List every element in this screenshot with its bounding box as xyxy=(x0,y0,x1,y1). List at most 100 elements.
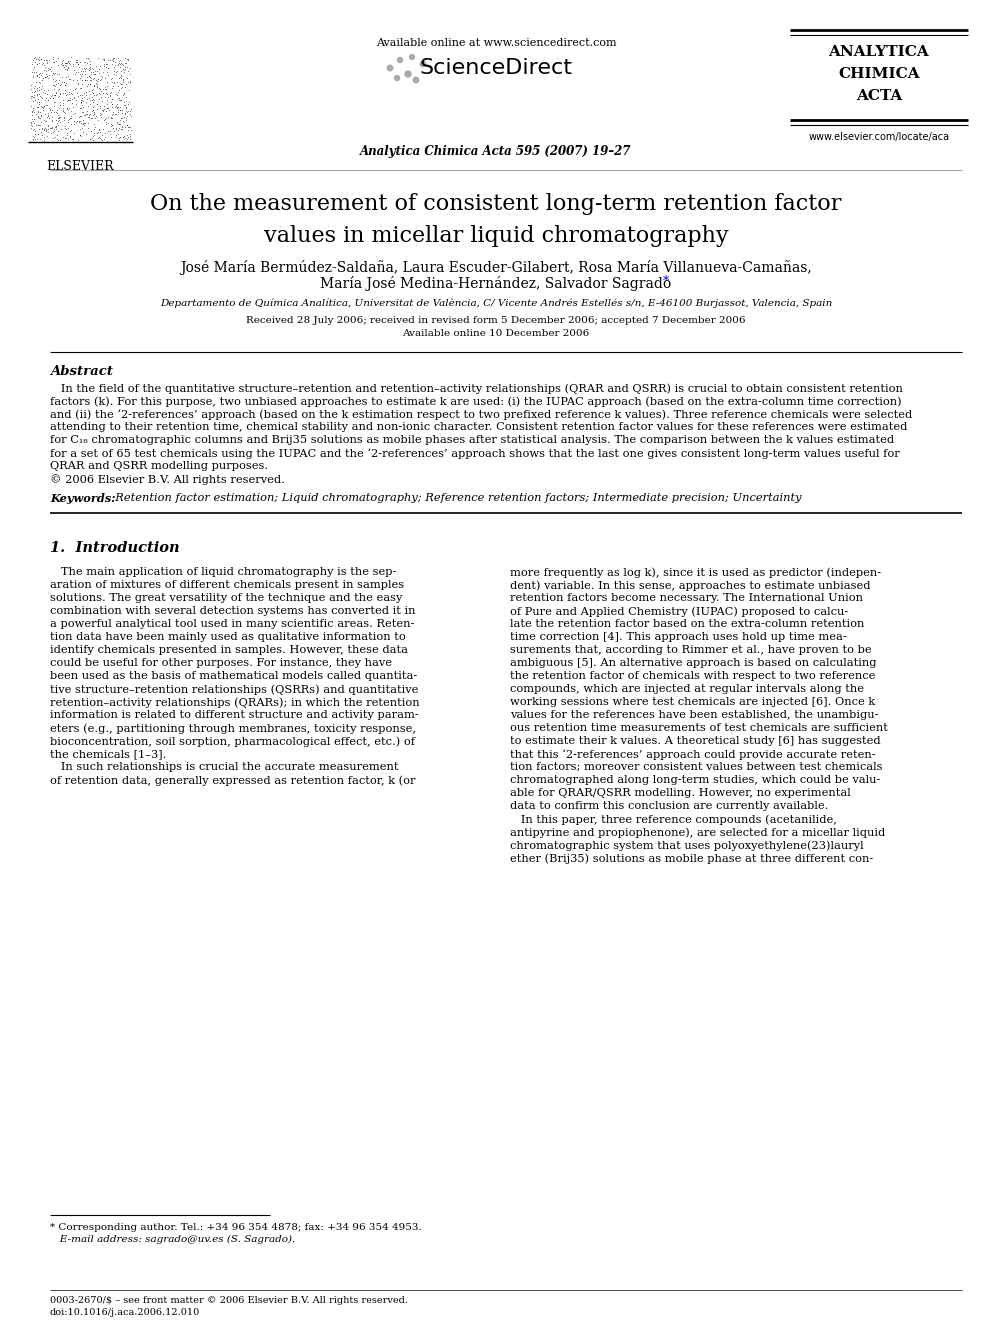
Point xyxy=(49,69,64,90)
Point xyxy=(65,53,81,74)
Point xyxy=(45,106,61,127)
Point xyxy=(99,83,115,105)
Point xyxy=(32,93,48,114)
Point xyxy=(88,56,104,77)
Point xyxy=(77,52,93,73)
Point xyxy=(92,95,108,116)
Text: that this ‘2-references’ approach could provide accurate reten-: that this ‘2-references’ approach could … xyxy=(510,749,876,759)
Bar xyxy=(28,56,133,149)
Point xyxy=(76,82,92,103)
Point xyxy=(56,93,71,114)
Text: for C₁₈ chromatographic columns and Brij35 solutions as mobile phases after stat: for C₁₈ chromatographic columns and Brij… xyxy=(50,435,894,445)
Point xyxy=(51,48,66,69)
Point xyxy=(50,64,65,85)
Point xyxy=(25,119,41,140)
Point xyxy=(117,103,133,124)
Text: doi:10.1016/j.aca.2006.12.010: doi:10.1016/j.aca.2006.12.010 xyxy=(50,1308,200,1316)
Point xyxy=(115,71,131,93)
Point xyxy=(85,95,101,116)
Point xyxy=(66,110,82,131)
Point xyxy=(85,97,101,118)
Point xyxy=(117,52,133,73)
Point xyxy=(60,83,75,105)
Text: eters (e.g., partitioning through membranes, toxicity response,: eters (e.g., partitioning through membra… xyxy=(50,722,416,733)
Point xyxy=(115,85,131,106)
Point xyxy=(122,101,138,122)
Point xyxy=(58,66,73,87)
Point xyxy=(100,98,116,119)
Point xyxy=(63,46,79,67)
Point xyxy=(29,83,45,105)
Point xyxy=(87,64,103,85)
Point xyxy=(94,66,110,87)
Point xyxy=(114,102,130,123)
Point xyxy=(86,101,102,122)
Point xyxy=(30,102,46,123)
Point xyxy=(115,111,131,132)
Point xyxy=(113,78,129,99)
Point xyxy=(119,67,135,89)
Point xyxy=(107,97,123,118)
Point xyxy=(48,116,63,138)
Point xyxy=(46,62,62,83)
Point xyxy=(105,102,121,123)
Point xyxy=(85,126,101,147)
Point xyxy=(62,89,77,110)
Point xyxy=(82,50,98,71)
Point xyxy=(29,65,45,86)
Point xyxy=(79,52,95,73)
Point xyxy=(76,105,92,126)
Point xyxy=(118,107,134,128)
Point xyxy=(62,126,77,147)
Point xyxy=(119,128,135,149)
Circle shape xyxy=(414,77,419,83)
Point xyxy=(46,74,62,95)
Point xyxy=(30,106,46,127)
Point xyxy=(29,53,45,74)
Point xyxy=(34,97,50,118)
Point xyxy=(25,126,41,147)
Point xyxy=(32,66,48,87)
Point xyxy=(68,111,84,132)
Point xyxy=(86,83,102,105)
Point xyxy=(111,114,127,135)
Point xyxy=(99,71,115,93)
Point xyxy=(68,49,84,70)
Point xyxy=(81,73,97,94)
Point xyxy=(78,85,94,106)
Point xyxy=(49,116,64,138)
Point xyxy=(113,107,129,128)
Point xyxy=(26,102,42,123)
Point xyxy=(61,108,76,130)
Point xyxy=(29,97,45,118)
Point xyxy=(115,67,131,89)
Point xyxy=(105,50,121,71)
Point xyxy=(39,83,55,105)
Point xyxy=(112,99,128,120)
Point xyxy=(84,91,100,112)
Point xyxy=(23,115,39,136)
Point xyxy=(50,110,65,131)
Point xyxy=(23,111,39,132)
Text: tion factors; moreover consistent values between test chemicals: tion factors; moreover consistent values… xyxy=(510,762,883,773)
Point xyxy=(76,114,92,135)
Point xyxy=(41,57,57,78)
Text: * Corresponding author. Tel.: +34 96 354 4878; fax: +34 96 354 4953.: * Corresponding author. Tel.: +34 96 354… xyxy=(50,1222,422,1232)
Point xyxy=(58,73,73,94)
Point xyxy=(104,114,120,135)
Point xyxy=(88,75,104,97)
Point xyxy=(66,60,82,81)
Point xyxy=(37,103,53,124)
Point xyxy=(26,126,42,147)
Point xyxy=(64,93,80,114)
Point xyxy=(41,98,57,119)
Point xyxy=(42,118,58,139)
Point xyxy=(70,73,86,94)
Point xyxy=(110,48,126,69)
Point xyxy=(81,105,97,126)
Point xyxy=(57,110,72,131)
Point xyxy=(25,99,41,120)
Point xyxy=(74,101,90,122)
Point xyxy=(40,102,56,123)
Point xyxy=(96,128,112,149)
